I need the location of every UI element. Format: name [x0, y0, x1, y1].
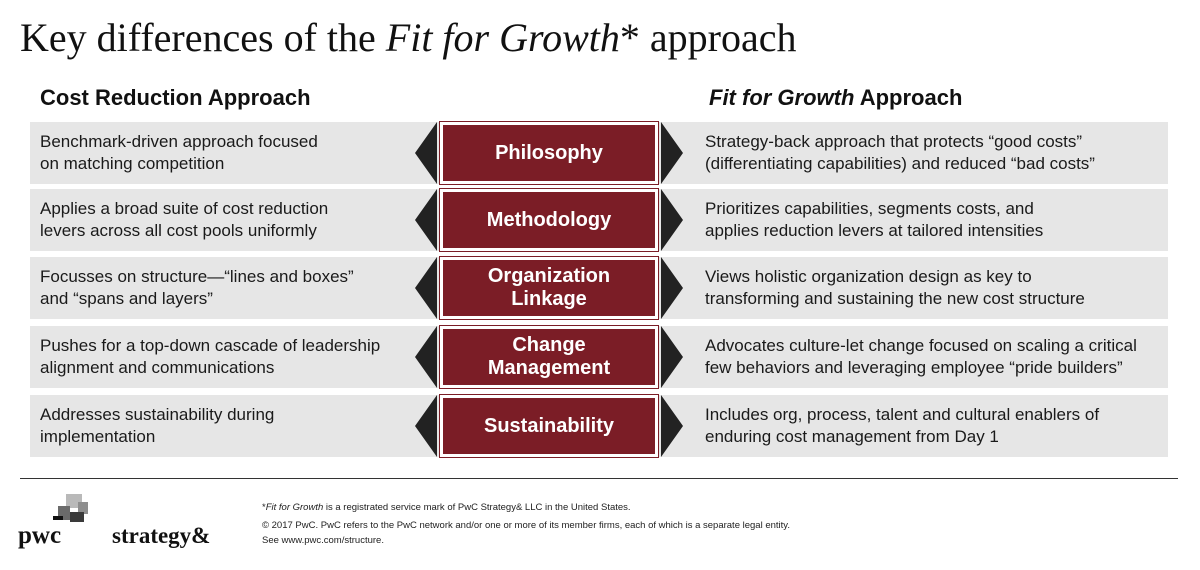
comparison-row-sustainability: Addresses sustainability during implemen…	[30, 395, 1168, 457]
left-cell: Addresses sustainability during implemen…	[40, 395, 425, 457]
left-cell: Pushes for a top-down cascade of leaders…	[40, 326, 425, 388]
right-column-heading: Fit for Growth Approach	[709, 84, 962, 112]
row-label-box: Philosophy	[440, 122, 658, 184]
row-label-box: Organization Linkage	[440, 257, 658, 319]
left-arrow-icon	[415, 257, 437, 319]
left-arrow-icon	[415, 189, 437, 251]
right-cell: Advocates culture-let change focused on …	[705, 326, 1165, 388]
left-text: Benchmark-driven approach focused on mat…	[40, 132, 318, 173]
footnote-text: is a registrated service mark of PwC Str…	[323, 502, 631, 513]
right-cell: Views holistic organization design as ke…	[705, 257, 1165, 319]
right-arrow-icon	[661, 122, 683, 184]
left-cell: Focusses on structure—“lines and boxes” …	[40, 257, 425, 319]
right-text: Includes org, process, talent and cultur…	[705, 405, 1100, 446]
title-italic: Fit for Growth	[385, 15, 620, 60]
right-text: Strategy-back approach that protects “go…	[705, 132, 1095, 173]
row-label: Methodology	[486, 208, 612, 231]
left-column-heading: Cost Reduction Approach	[40, 85, 311, 110]
comparison-row-philosophy: Benchmark-driven approach focused on mat…	[30, 122, 1168, 184]
row-label: Organization Linkage	[487, 265, 611, 310]
page-title: Key differences of the Fit for Growth* a…	[20, 14, 796, 62]
left-cell: Applies a broad suite of cost reduction …	[40, 189, 425, 251]
title-prefix: Key differences of the	[20, 15, 386, 60]
right-arrow-icon	[661, 395, 683, 457]
row-label-box: Methodology	[440, 189, 658, 251]
footer-divider	[20, 478, 1178, 479]
logo-square-icon	[53, 516, 63, 520]
left-cell: Benchmark-driven approach focused on mat…	[40, 122, 425, 184]
left-text: Pushes for a top-down cascade of leaders…	[40, 336, 381, 377]
copyright-text: © 2017 PwC. PwC refers to the PwC networ…	[262, 520, 790, 531]
trademark-footnote: *Fit for Growth is a registrated service…	[262, 502, 631, 514]
right-heading-italic: Fit for Growth	[709, 85, 855, 110]
logo-square-icon	[70, 512, 84, 522]
right-arrow-icon	[661, 189, 683, 251]
row-label-box: Sustainability	[440, 395, 658, 457]
pwc-wordmark: pwc	[18, 522, 62, 549]
right-cell: Includes org, process, talent and cultur…	[705, 395, 1165, 457]
row-label-box: Change Management	[440, 326, 658, 388]
right-cell: Strategy-back approach that protects “go…	[705, 122, 1165, 184]
right-arrow-icon	[661, 257, 683, 319]
title-suffix: * approach	[619, 15, 797, 60]
comparison-row-change-management: Pushes for a top-down cascade of leaders…	[30, 326, 1168, 388]
right-text: Views holistic organization design as ke…	[705, 267, 1085, 308]
logo-square-icon	[78, 502, 88, 514]
right-text: Prioritizes capabilities, segments costs…	[705, 199, 1044, 240]
left-text: Applies a broad suite of cost reduction …	[40, 199, 329, 240]
left-arrow-icon	[415, 326, 437, 388]
right-arrow-icon	[661, 326, 683, 388]
right-text: Advocates culture-let change focused on …	[705, 336, 1137, 377]
comparison-row-methodology: Applies a broad suite of cost reduction …	[30, 189, 1168, 251]
left-text: Addresses sustainability during implemen…	[40, 405, 275, 446]
row-label: Philosophy	[495, 141, 603, 164]
footnote-italic: Fit for Growth	[265, 502, 324, 513]
row-label: Sustainability	[483, 414, 615, 437]
structure-link-text: See www.pwc.com/structure.	[262, 535, 384, 546]
strategy-logo: strategy&	[112, 523, 211, 548]
left-arrow-icon	[415, 395, 437, 457]
left-arrow-icon	[415, 122, 437, 184]
row-label: Change Management	[487, 334, 611, 379]
left-text: Focusses on structure—“lines and boxes” …	[40, 267, 354, 308]
pwc-logo: pwc	[18, 494, 90, 554]
comparison-row-organization-linkage: Focusses on structure—“lines and boxes” …	[30, 257, 1168, 319]
right-heading-suffix: Approach	[854, 85, 963, 110]
footnote-asterisk: *	[262, 502, 266, 513]
right-cell: Prioritizes capabilities, segments costs…	[705, 189, 1165, 251]
